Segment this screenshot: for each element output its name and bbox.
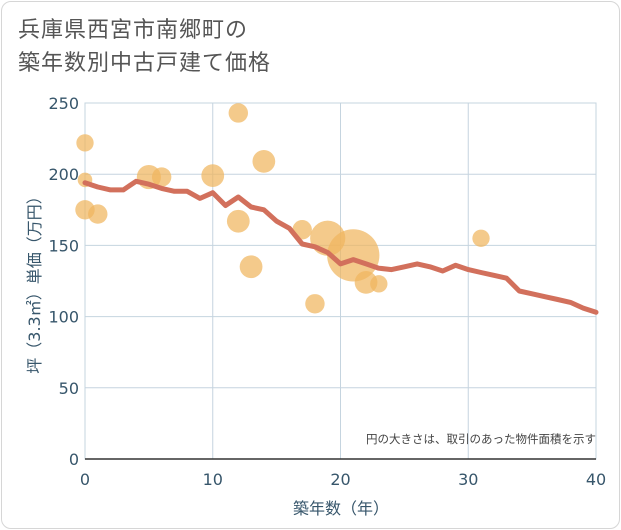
chart-title-line-2: 築年数別中古戸建て価格 bbox=[18, 51, 272, 76]
trend-line-layer bbox=[82, 178, 599, 315]
scatter-bubble bbox=[228, 103, 249, 123]
y-axis-label: 坪（3.3㎡）単価（万円） bbox=[25, 188, 44, 373]
x-tick-label: 20 bbox=[330, 470, 350, 489]
scatter-bubble bbox=[370, 275, 388, 293]
y-tick-label: 150 bbox=[48, 236, 79, 255]
y-tick-label: 200 bbox=[48, 165, 79, 184]
x-tick-label: 30 bbox=[458, 470, 478, 489]
y-tick-label: 250 bbox=[48, 94, 79, 113]
chart-title: 兵庫県西宮市南郷町の 築年数別中古戸建て価格 bbox=[18, 14, 271, 80]
x-tick-label: 40 bbox=[586, 470, 606, 489]
scatter-bubble bbox=[76, 134, 94, 152]
scatter-bubble bbox=[252, 150, 276, 173]
x-tick-label: 10 bbox=[203, 470, 223, 489]
scatter-bubble bbox=[472, 229, 490, 247]
scatter-bubble bbox=[226, 209, 250, 233]
y-tick-label: 100 bbox=[48, 308, 79, 327]
trend-line bbox=[82, 178, 599, 315]
scatter-bubble bbox=[88, 204, 108, 224]
y-tick-label: 0 bbox=[69, 450, 79, 469]
scatter-bubble bbox=[305, 294, 325, 314]
y-tick-label: 50 bbox=[59, 379, 79, 398]
x-axis-label: 築年数（年） bbox=[293, 499, 389, 518]
tick-label-layer: 0 50 100 150 200 250 0 10 20 30 40 bbox=[48, 94, 606, 489]
scatter-bubble bbox=[327, 229, 380, 282]
scatter-bubble bbox=[151, 167, 172, 187]
scatter-bubble bbox=[239, 255, 263, 279]
chart-title-line-1: 兵庫県西宮市南郷町の bbox=[18, 18, 249, 43]
x-tick-label: 0 bbox=[80, 470, 90, 489]
grid-layer bbox=[85, 103, 596, 460]
scatter-bubble bbox=[201, 164, 225, 188]
annotation-text: 円の大きさは、取引のあった物件面積を示す bbox=[366, 432, 596, 446]
